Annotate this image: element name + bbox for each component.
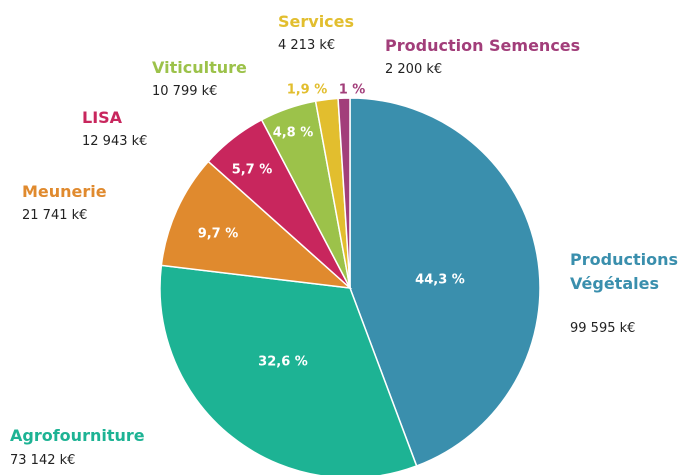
pie-slice	[337, 97, 351, 289]
category-label: Agrofourniture	[10, 426, 145, 445]
category-label: Production Semences	[385, 36, 581, 55]
category-label: Viticulture	[152, 58, 247, 77]
value-label: 1,9 %	[287, 83, 328, 98]
amount-label: 99 595 k€	[570, 321, 636, 336]
category-label: Services	[278, 12, 355, 31]
amount-label: 4 213 k€	[278, 38, 336, 53]
amount-label: 10 799 k€	[152, 84, 218, 99]
category-label: LISA	[82, 108, 123, 127]
value-label: 4,8 %	[273, 126, 314, 141]
amount-label: 2 200 k€	[385, 62, 443, 77]
category-label: Productions Végétales	[570, 250, 678, 293]
pie-slice	[159, 264, 418, 475]
value-label: 5,7 %	[232, 163, 273, 178]
amount-label: 12 943 k€	[82, 134, 148, 149]
value-label: 9,7 %	[198, 227, 239, 242]
category-label: Meunerie	[22, 182, 107, 201]
amount-label: 73 142 k€	[10, 453, 76, 468]
value-label: 44,3 %	[415, 273, 465, 288]
pie-slice	[349, 97, 541, 467]
value-label: 32,6 %	[258, 355, 308, 370]
amount-label: 21 741 k€	[22, 208, 88, 223]
pie-slice	[160, 160, 353, 290]
value-label: 1 %	[339, 83, 366, 98]
